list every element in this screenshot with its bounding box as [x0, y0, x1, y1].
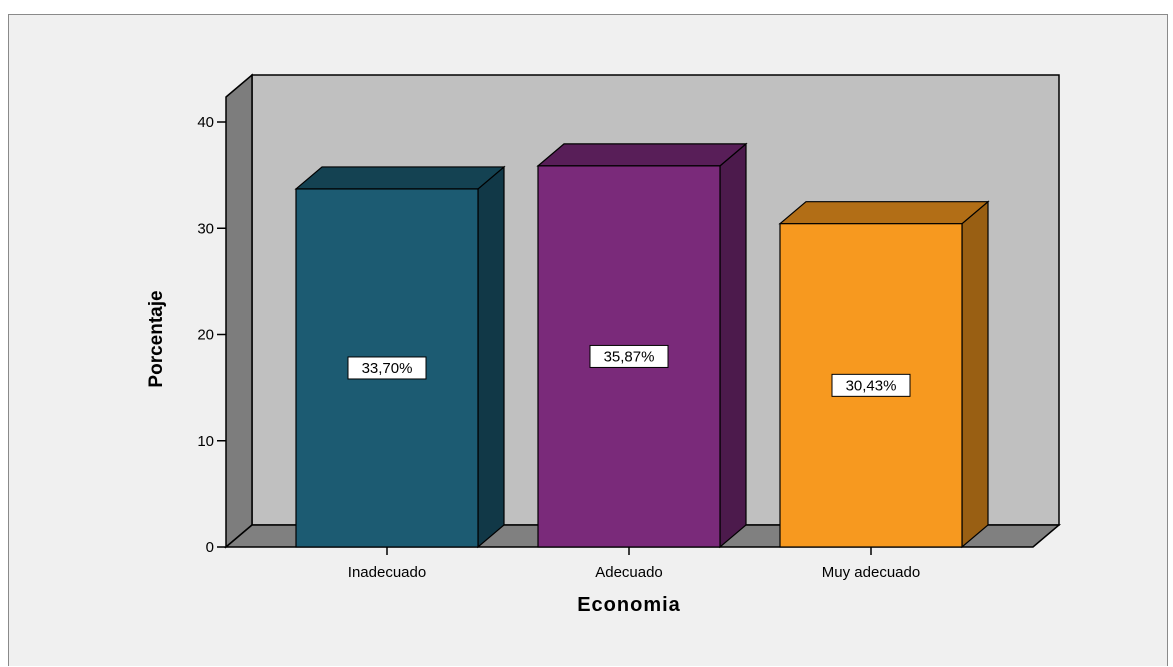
bar-chart: 0 10 20 30 40 Inadecuado Adecuado Muy adecuado…: [146, 73, 1062, 616]
bar-side-muy-adecuado: [961, 200, 989, 549]
data-label: 33,70%: [362, 360, 413, 377]
bar-top-inadecuado: [294, 166, 506, 190]
chart-frame: 0 10 20 30 40 Inadecuado Adecuado Muy adecuado…: [8, 14, 1168, 666]
y-tick-label: 40: [197, 114, 214, 131]
y-tick-label: 0: [206, 539, 214, 556]
bar-side-adecuado: [719, 142, 747, 549]
data-label-box: [589, 344, 669, 368]
bar-side-inadecuado: [477, 165, 505, 549]
data-label-box: [347, 356, 427, 380]
x-tick-label: Muy adecuado: [822, 564, 920, 581]
x-tick-label: Adecuado: [595, 564, 663, 581]
y-axis-title: Porcentaje: [146, 290, 167, 387]
bar-top-muy-adecuado: [778, 201, 990, 225]
data-labels: 33,70% 35,87% 30,43%: [347, 344, 911, 397]
data-label: 35,87%: [604, 348, 655, 365]
data-label-box: [831, 373, 911, 397]
data-label: 30,43%: [846, 377, 897, 394]
x-axis: Inadecuado Adecuado Muy adecuado: [348, 547, 920, 581]
y-tick-label: 20: [197, 327, 214, 344]
y-tick-label: 10: [197, 433, 214, 450]
x-tick-label: Inadecuado: [348, 564, 426, 581]
y-axis: 0 10 20 30 40: [197, 114, 226, 556]
bar-top-adecuado: [536, 143, 748, 167]
x-axis-title: Economia: [577, 594, 681, 616]
side-wall: [225, 73, 253, 549]
y-tick-label: 30: [197, 220, 214, 237]
